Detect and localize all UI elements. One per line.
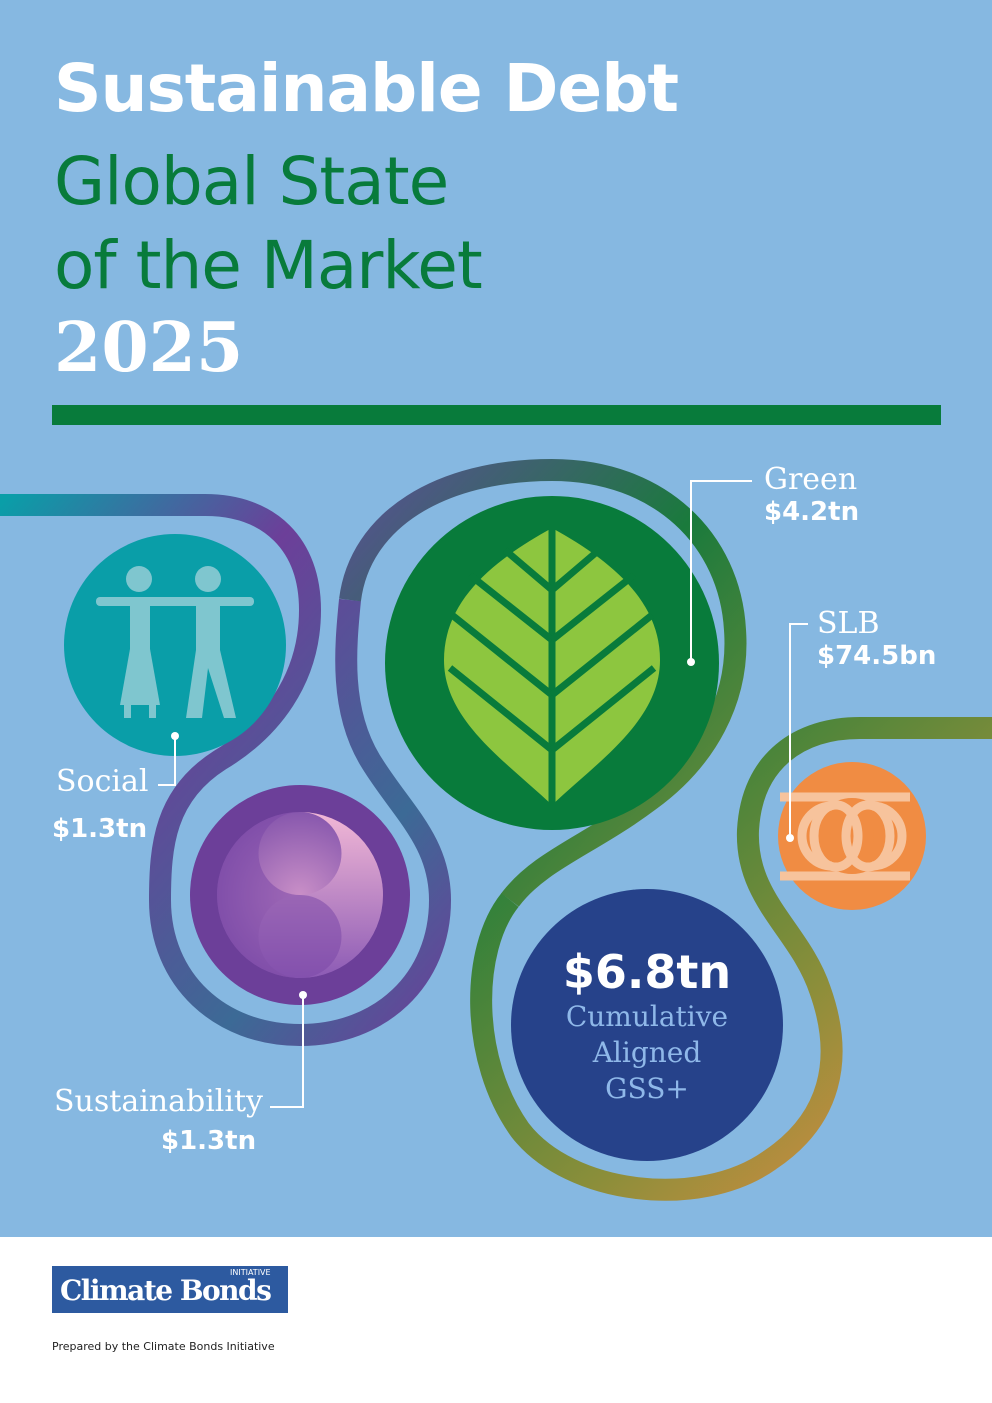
cumulative-value: $6.8tn	[562, 945, 732, 999]
people-icon	[96, 566, 254, 718]
logo-name: Climate Bonds	[60, 1274, 272, 1307]
title-line-1: Sustainable Debt	[54, 50, 679, 127]
ribbon-left	[0, 494, 452, 1047]
cumulative-circle	[511, 889, 783, 1161]
green-name: Green	[764, 462, 858, 497]
title-line-2: Global State of the Market	[54, 140, 483, 308]
social-name: Social	[56, 764, 149, 799]
cumulative-text: $6.8tn Cumulative Aligned GSS+	[512, 945, 782, 1107]
title-year: 2025	[54, 308, 244, 388]
slb-value: $74.5bn	[817, 641, 937, 671]
ribbon-cumulative	[470, 717, 992, 1201]
social-label: Social	[56, 764, 149, 799]
infographic-artwork	[0, 458, 992, 1201]
sustainability-name: Sustainability	[54, 1084, 264, 1119]
social-value: $1.3tn	[52, 814, 148, 844]
green-value: $4.2tn	[764, 497, 860, 527]
leaf-icon	[444, 528, 660, 805]
cumulative-line-3: GSS+	[605, 1072, 689, 1105]
slb-name: SLB	[817, 606, 880, 641]
ribbon-green	[339, 458, 747, 907]
chain-link-icon	[780, 792, 910, 881]
cumulative-line-1: Cumulative	[565, 1000, 729, 1033]
leader-dots	[171, 658, 794, 999]
title-of-the-market: of the Market	[54, 227, 483, 304]
green-label: Green $4.2tn	[764, 462, 859, 527]
title-divider	[52, 405, 941, 425]
cumulative-line-2: Aligned	[592, 1036, 702, 1069]
climate-bonds-logo: INITIATIVE Climate Bonds	[52, 1266, 288, 1313]
yin-yang-icon	[217, 812, 383, 978]
leader-lines	[158, 480, 808, 1108]
prepared-by: Prepared by the Climate Bonds Initiative	[52, 1340, 275, 1353]
logo-initiative: INITIATIVE	[230, 1268, 271, 1277]
sustainability-value: $1.3tn	[161, 1126, 257, 1156]
title-global-state: Global State	[54, 143, 449, 220]
social-circle	[64, 534, 286, 756]
slb-label: SLB $74.5bn	[817, 606, 936, 671]
